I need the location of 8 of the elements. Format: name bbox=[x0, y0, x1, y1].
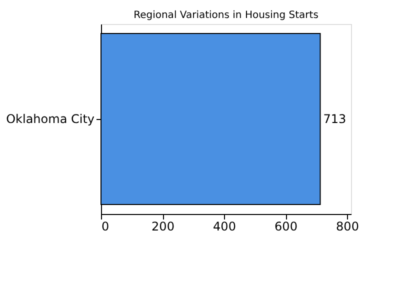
x-tick-label: 0 bbox=[102, 220, 110, 234]
x-tick-label: 800 bbox=[336, 220, 359, 234]
y-tick-label: Oklahoma City bbox=[6, 112, 94, 126]
chart-title: Regional Variations in Housing Starts bbox=[134, 10, 318, 21]
x-tick-label: 200 bbox=[152, 220, 174, 234]
x-tick-label: 600 bbox=[274, 220, 298, 234]
x-tick-label: 400 bbox=[213, 220, 236, 234]
data-label: 713 bbox=[323, 112, 346, 126]
